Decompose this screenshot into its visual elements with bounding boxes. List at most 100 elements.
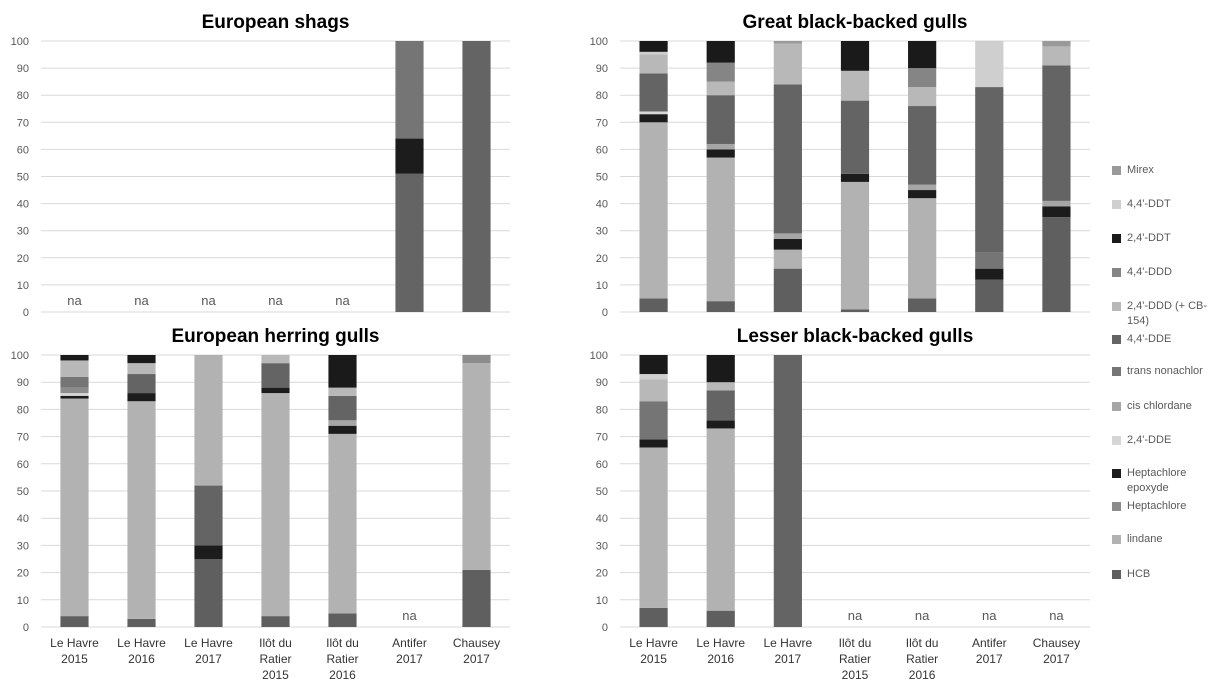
panel-1-ytick-label: 80	[17, 90, 29, 102]
panel-2-bar-segment	[908, 68, 937, 88]
panel-4-na-label: na	[1049, 608, 1064, 623]
panel-3-ytick-label: 30	[17, 540, 29, 552]
panel-2-bar-segment	[773, 268, 802, 312]
panel-4-xtick-label: 2017	[976, 652, 1003, 666]
panel-3-bar-segment	[328, 387, 357, 396]
panel-1-bar-segment	[395, 41, 424, 139]
panel-4-ytick-label: 50	[596, 486, 608, 498]
panel-3-ytick-label: 10	[17, 595, 29, 607]
panel-3-xtick-label: Chausey	[453, 636, 500, 650]
panel-2-bar-segment	[908, 298, 937, 312]
panel-2-bar-segment	[1042, 200, 1071, 207]
legend: Mirex 4,4'-DDT 2,4'-DDT 4,4'-DDD 2,4'-DD…	[1112, 0, 1229, 689]
panel-2-bar-segment	[908, 184, 937, 191]
legend-label-24-ddd: 2,4'-DDD (+ CB-154)	[1127, 300, 1208, 327]
panel-2-bar-segment	[639, 73, 668, 112]
panel-4-bar-segment	[639, 374, 668, 380]
panel-4-xtick-label: Ilôt du	[839, 636, 872, 650]
panel-2-bar-segment	[706, 157, 735, 302]
panel-4-na-label: na	[915, 608, 930, 623]
panel-3-bar-segment	[60, 376, 89, 388]
panel-1-na-label: na	[67, 293, 82, 308]
panel-3-bar-segment	[261, 393, 290, 617]
panel-3-ytick-label: 0	[23, 622, 29, 634]
panel-2-bar-segment	[908, 87, 937, 107]
panel-4-bar-segment	[706, 382, 735, 391]
panel-2-bar-segment	[706, 143, 735, 150]
panel-3-bar-segment	[194, 545, 223, 559]
panel-3-xtick-label: Le Havre	[184, 636, 233, 650]
legend-label-24-dde: 2,4'-DDE	[1127, 434, 1172, 446]
panel-1-bar-segment	[395, 138, 424, 174]
panel-3-bar-segment	[462, 355, 491, 364]
panel-3-bar-segment	[60, 395, 89, 399]
panel-2-bar-segment	[840, 181, 870, 310]
panel-3-bar-segment	[261, 355, 290, 364]
panel-4-xtick-label: Le Havre	[629, 636, 678, 650]
panel-3-bar-segment	[328, 613, 357, 627]
panel-2-bar-segment	[639, 54, 668, 74]
panel-3-ytick-label: 100	[11, 350, 29, 362]
panel-4-bar-segment	[706, 610, 735, 627]
panel-3-ytick-label: 40	[17, 513, 29, 525]
panel-3-bar-segment	[194, 355, 223, 486]
panel-4-ytick-label: 100	[590, 350, 608, 362]
panel-4-xtick-label: 2017	[1043, 652, 1070, 666]
panel-3-xtick-label: Ilôt du	[326, 636, 359, 650]
legend-label-hcb: HCB	[1127, 568, 1151, 580]
panel-2-bar-segment	[975, 279, 1004, 312]
panel-2-bar-segment	[706, 81, 735, 96]
legend-swatch-heptachlore	[1112, 502, 1121, 511]
panel-4-ytick-label: 20	[596, 568, 608, 580]
panel-3-bar-segment	[60, 393, 89, 396]
panel-4-xtick-label: 2015	[842, 668, 869, 682]
panel-3-xtick-label: 2017	[195, 652, 222, 666]
panel-3-xtick-label: Ratier	[326, 652, 358, 666]
panel-2-bar-segment	[639, 41, 668, 52]
panel-4-bar-segment	[639, 379, 668, 402]
panel-3-bar-segment	[261, 363, 290, 388]
panel-3-bar-segment	[194, 485, 223, 546]
panel-2-ytick-label: 10	[596, 280, 608, 292]
panel-3-xtick-label: 2017	[396, 652, 423, 666]
legend-swatch-44-ddt	[1112, 200, 1121, 209]
panel-3-xtick-label: 2016	[329, 668, 356, 682]
panel-4-xtick-label: Ratier	[906, 652, 938, 666]
legend-label-cis-chlordane: cis chlordane	[1127, 400, 1192, 412]
panel-2-bar-segment	[908, 41, 937, 69]
panel-1-na-label: na	[335, 293, 350, 308]
panel-3-xtick-label: Le Havre	[50, 636, 99, 650]
panel-2-bar-segment	[639, 111, 668, 115]
panel-1-ytick-label: 10	[17, 280, 29, 292]
panel-4-ytick-label: 30	[596, 540, 608, 552]
panel-2-bar-segment	[773, 41, 802, 44]
panel-2-bar-segment	[975, 87, 1004, 253]
panel-3-xtick-label: 2015	[262, 668, 289, 682]
panel-4-ytick-label: 70	[596, 432, 608, 444]
panel-2-bar-segment	[975, 252, 1004, 269]
panel-4-na-label: na	[848, 608, 863, 623]
panel-2-ytick-label: 70	[596, 117, 608, 129]
legend-label-heptachlore-epoxyde: Heptachlore epoxyde	[1127, 467, 1187, 494]
panel-1-bar-segment	[395, 173, 424, 312]
panel-3-bar-segment	[328, 433, 357, 614]
panel-2-bar-segment	[840, 309, 870, 312]
legend-swatch-44-dde	[1112, 335, 1121, 344]
panel-3-xtick-label: Antifer	[392, 636, 427, 650]
panel-3-xtick-label: Ilôt du	[259, 636, 292, 650]
panel-2-bar-segment	[773, 249, 802, 269]
panel-1-na-label: na	[134, 293, 149, 308]
panel-1-ytick-label: 50	[17, 172, 29, 184]
legend-label-mirex: Mirex	[1127, 164, 1154, 176]
panel-4-bar-segment	[639, 447, 668, 608]
panel-4-ytick-label: 90	[596, 377, 608, 389]
panel-2-bar-segment	[1042, 206, 1071, 218]
legend-label-44-ddt: 4,4'-DDT	[1127, 198, 1171, 210]
panel-4-xtick-label: Le Havre	[764, 636, 813, 650]
panel-3-bar-segment	[261, 387, 290, 394]
legend-label-heptachlore: Heptachlore	[1127, 500, 1187, 512]
panel-3-bar-segment	[328, 395, 357, 421]
panel-2-bar-segment	[639, 51, 668, 55]
panel-3-bar-segment	[328, 355, 357, 388]
panel-3-bar-segment	[60, 387, 89, 394]
